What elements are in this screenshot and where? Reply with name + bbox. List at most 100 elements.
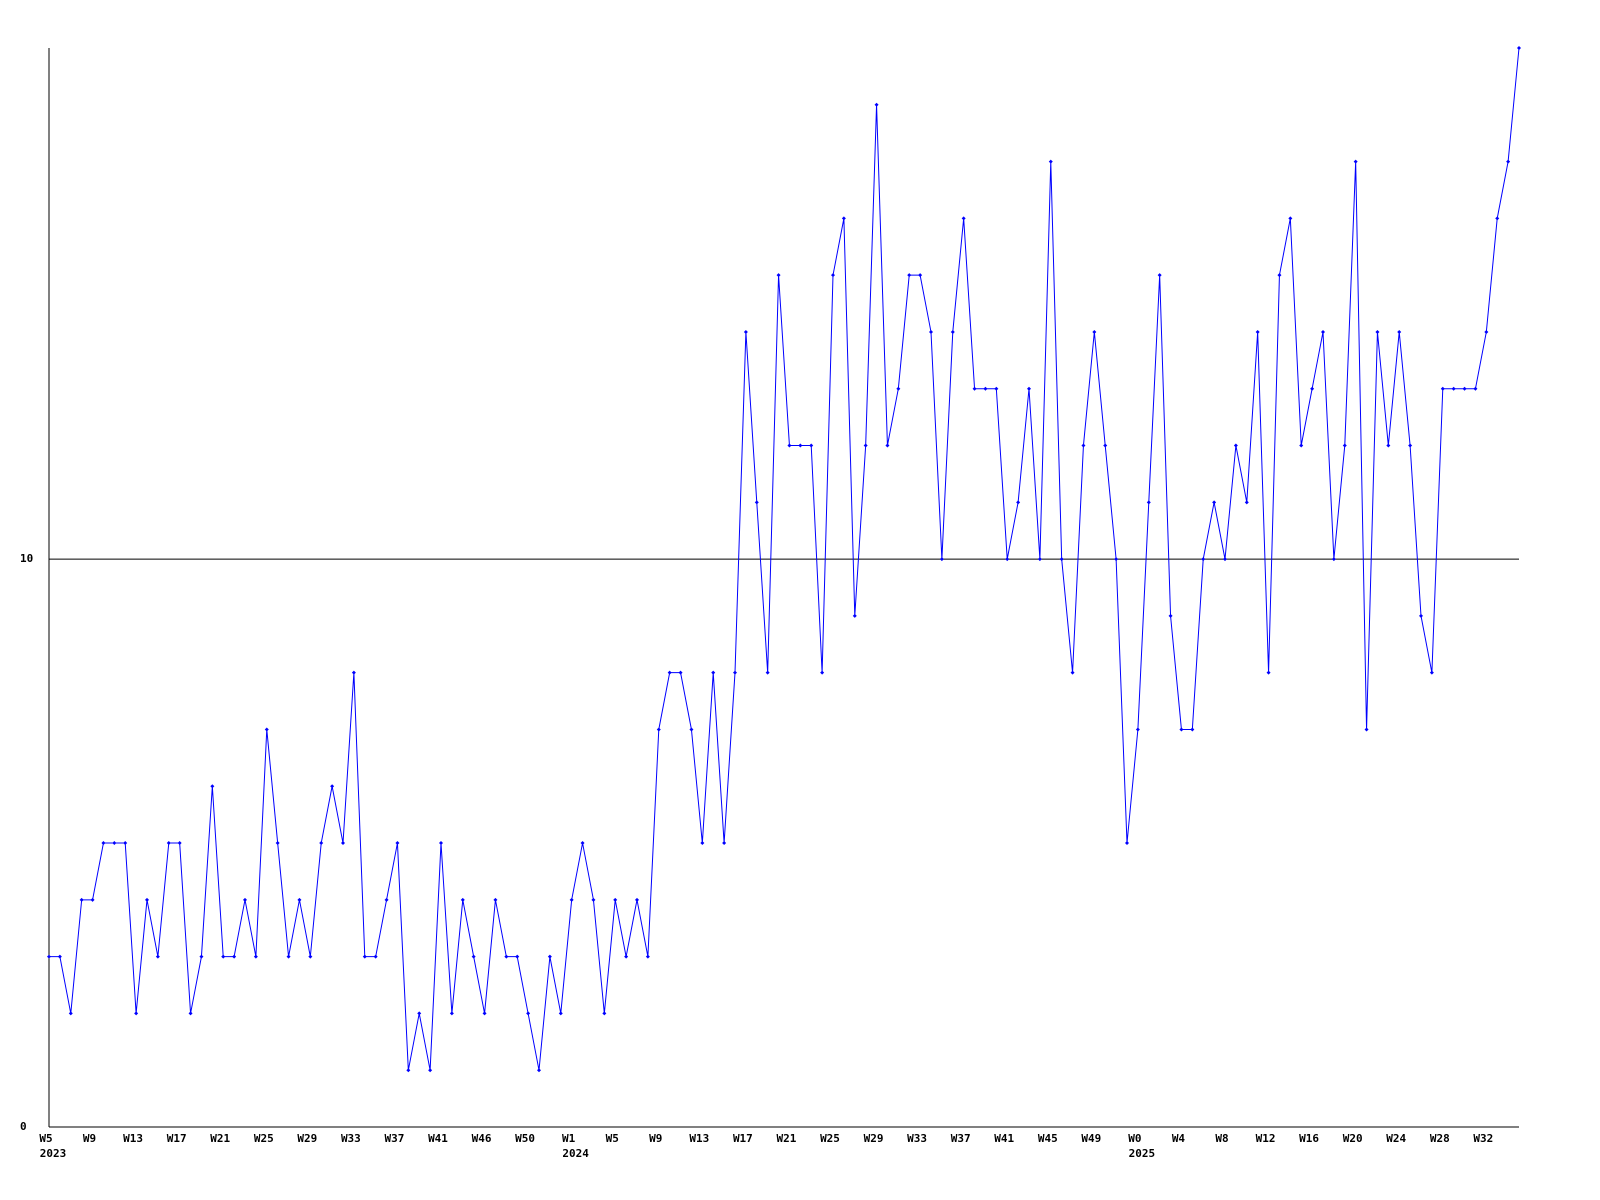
data-point (1146, 500, 1151, 505)
data-point (580, 841, 585, 846)
data-point (526, 1011, 531, 1016)
data-point (210, 784, 215, 789)
x-tick-label: W20 (1343, 1132, 1363, 1145)
data-point (624, 954, 629, 959)
data-point (1353, 159, 1358, 164)
data-point (68, 1011, 73, 1016)
data-point (972, 386, 977, 391)
data-point (1440, 386, 1445, 391)
data-point (47, 954, 51, 959)
data-point (373, 954, 378, 959)
x-tick-label: W29 (297, 1132, 317, 1145)
x-tick-label: W33 (907, 1132, 927, 1145)
x-tick-label: W17 (733, 1132, 753, 1145)
data-point (319, 841, 324, 846)
data-point (537, 1068, 541, 1073)
data-point (482, 1011, 487, 1016)
data-point (134, 1011, 139, 1016)
x-tick-label: W50 (515, 1132, 535, 1145)
data-point (1125, 841, 1129, 846)
data-point (460, 897, 465, 902)
y-tick-label: 10 (20, 552, 33, 565)
data-point (1048, 159, 1053, 164)
data-point (1375, 329, 1380, 334)
x-year-label: 2025 (1129, 1147, 1156, 1160)
data-point (188, 1011, 193, 1016)
data-point (1288, 216, 1293, 221)
y-tick-label: 0 (20, 1120, 27, 1133)
data-point (983, 386, 988, 391)
data-point (449, 1011, 454, 1016)
x-tick-label: W41 (994, 1132, 1014, 1145)
data-point (776, 273, 781, 278)
data-point (1005, 557, 1010, 562)
x-tick-label: W13 (689, 1132, 709, 1145)
data-point (1135, 727, 1140, 732)
data-point (896, 386, 901, 391)
data-point (1037, 557, 1042, 562)
data-point (831, 273, 835, 278)
data-line (49, 47, 1520, 1071)
data-point (493, 897, 498, 902)
data-point (994, 386, 999, 391)
data-point (439, 841, 443, 846)
data-point (297, 897, 302, 902)
data-point (1277, 273, 1282, 278)
data-point (1027, 386, 1031, 391)
data-point (1408, 443, 1413, 448)
data-point (1244, 500, 1249, 505)
data-point (743, 329, 748, 334)
data-point (602, 1011, 607, 1016)
data-point (221, 954, 226, 959)
x-tick-label: W9 (83, 1132, 96, 1145)
data-point (591, 897, 596, 902)
data-point (939, 557, 944, 562)
data-point (199, 954, 204, 959)
data-point (275, 841, 280, 846)
data-point (765, 670, 770, 675)
x-tick-label: W41 (428, 1132, 448, 1145)
data-point (918, 273, 923, 278)
x-tick-label: W32 (1473, 1132, 1493, 1145)
data-point (145, 897, 149, 902)
data-point (1484, 329, 1489, 334)
data-point (1321, 329, 1325, 334)
data-point (1103, 443, 1108, 448)
data-point (1179, 727, 1184, 732)
data-point (395, 841, 400, 846)
data-point (1342, 443, 1347, 448)
data-point (1495, 216, 1500, 221)
data-point (90, 897, 95, 902)
x-tick-label: W1 (562, 1132, 576, 1145)
data-point (308, 954, 313, 959)
data-point (1364, 727, 1369, 732)
data-point (689, 727, 694, 732)
data-point (733, 670, 737, 675)
x-tick-label: W45 (1038, 1132, 1058, 1145)
data-point (613, 897, 618, 902)
x-tick-label: W28 (1430, 1132, 1450, 1145)
data-point (1331, 557, 1336, 562)
x-year-label: 2023 (40, 1147, 67, 1160)
data-point (1059, 557, 1064, 562)
data-point (1266, 670, 1271, 675)
x-tick-label: W13 (123, 1132, 143, 1145)
data-point (558, 1011, 563, 1016)
data-point (1397, 329, 1402, 334)
x-tick-label: W25 (820, 1132, 840, 1145)
data-point (1429, 670, 1434, 675)
data-point (1201, 557, 1206, 562)
x-tick-label: W46 (472, 1132, 492, 1145)
data-point (700, 841, 705, 846)
data-point (1157, 273, 1162, 278)
data-point (852, 613, 857, 618)
x-tick-label: W8 (1215, 1132, 1228, 1145)
data-point (929, 329, 933, 334)
x-tick-label: W29 (864, 1132, 884, 1145)
data-point (155, 954, 160, 959)
data-point (645, 954, 650, 959)
data-point (656, 727, 661, 732)
data-point (1212, 500, 1217, 505)
x-year-label: 2024 (562, 1147, 589, 1160)
